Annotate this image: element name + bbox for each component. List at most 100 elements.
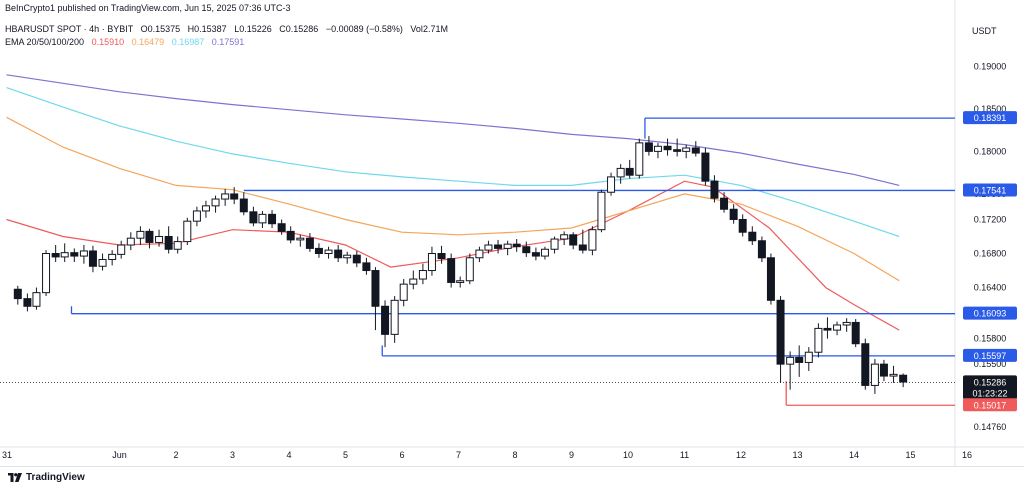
candle-down[interactable] xyxy=(88,250,97,267)
candle-down[interactable] xyxy=(851,321,860,345)
candle-up[interactable] xyxy=(842,321,851,326)
candle-up[interactable] xyxy=(635,142,644,176)
candle-down[interactable] xyxy=(625,167,634,176)
price-tag-value: 0.15286 xyxy=(974,377,1007,387)
candle-up[interactable] xyxy=(192,210,201,222)
symbol-name[interactable]: HBARUSDT SPOT · 4h · BYBIT xyxy=(5,24,134,34)
candle-down[interactable] xyxy=(239,198,248,213)
candle-down[interactable] xyxy=(663,145,672,151)
candle-up[interactable] xyxy=(201,205,210,212)
candle-up[interactable] xyxy=(399,283,408,301)
candle-down[interactable] xyxy=(314,247,323,255)
candle-up[interactable] xyxy=(814,327,823,353)
candle-down[interactable] xyxy=(305,237,314,249)
price-chart[interactable]: 0.190000.185000.180000.175000.172000.168… xyxy=(0,0,1024,466)
candle-down[interactable] xyxy=(512,243,521,248)
candle-up[interactable] xyxy=(42,253,51,294)
candle-down[interactable] xyxy=(23,298,32,307)
candle-up[interactable] xyxy=(98,258,107,267)
candle-up[interactable] xyxy=(324,249,333,255)
candle-down[interactable] xyxy=(738,218,747,233)
candle-up[interactable] xyxy=(32,292,41,307)
candle-down[interactable] xyxy=(569,234,578,246)
candle-down[interactable] xyxy=(334,249,343,259)
candle-down[interactable] xyxy=(494,244,503,249)
candle-down[interactable] xyxy=(710,180,719,199)
candle-up[interactable] xyxy=(427,253,436,272)
candle-up[interactable] xyxy=(117,244,126,255)
candle-down[interactable] xyxy=(644,142,653,152)
candle-up[interactable] xyxy=(221,193,230,200)
candle-up[interactable] xyxy=(484,244,493,251)
candle-down[interactable] xyxy=(578,244,587,251)
candle-up[interactable] xyxy=(390,299,399,335)
candle-up[interactable] xyxy=(889,373,898,377)
candle-down[interactable] xyxy=(51,253,60,258)
candle-down[interactable] xyxy=(522,246,531,254)
candle-up[interactable] xyxy=(126,237,135,246)
candle-up[interactable] xyxy=(108,253,117,260)
candle-down[interactable] xyxy=(437,253,446,260)
candle-up[interactable] xyxy=(607,176,616,193)
candle-up[interactable] xyxy=(475,249,484,259)
candle-up[interactable] xyxy=(550,238,559,250)
candle-down[interactable] xyxy=(230,193,239,200)
candle-up[interactable] xyxy=(79,250,88,257)
candle-down[interactable] xyxy=(795,356,804,363)
candle-down[interactable] xyxy=(447,258,456,283)
candle-down[interactable] xyxy=(277,223,286,232)
candle-down[interactable] xyxy=(164,235,173,250)
candle-down[interactable] xyxy=(268,213,277,225)
candle-down[interactable] xyxy=(757,240,766,259)
candle-up[interactable] xyxy=(833,324,842,331)
candle-down[interactable] xyxy=(861,343,870,386)
candle-up[interactable] xyxy=(173,241,182,250)
candle-down[interactable] xyxy=(823,327,832,331)
candle-up[interactable] xyxy=(682,147,691,152)
candle-up[interactable] xyxy=(456,280,465,283)
candle-up[interactable] xyxy=(540,248,549,257)
candle-up[interactable] xyxy=(409,278,418,285)
candle-up[interactable] xyxy=(183,220,192,243)
candle-down[interactable] xyxy=(362,262,371,272)
candle-down[interactable] xyxy=(673,149,682,152)
candle-down[interactable] xyxy=(748,231,757,242)
candle-down[interactable] xyxy=(776,299,785,365)
candle-up[interactable] xyxy=(786,356,795,365)
ema-label[interactable]: EMA 20/50/100/200 xyxy=(5,37,85,47)
candle-down[interactable] xyxy=(145,230,154,243)
candle-down[interactable] xyxy=(691,147,700,154)
candle-down[interactable] xyxy=(899,374,908,383)
candle-up[interactable] xyxy=(653,145,662,152)
candle-down[interactable] xyxy=(701,152,710,182)
candle-up[interactable] xyxy=(870,363,879,386)
candle-up[interactable] xyxy=(588,229,597,251)
candle-down[interactable] xyxy=(879,363,888,377)
candle-down[interactable] xyxy=(766,257,775,301)
candle-down[interactable] xyxy=(531,252,540,257)
candle-up[interactable] xyxy=(503,243,512,249)
candle-down[interactable] xyxy=(286,230,295,241)
candle-down[interactable] xyxy=(352,254,361,264)
tradingview-logo[interactable]: TradingView xyxy=(8,472,85,483)
candle-down[interactable] xyxy=(720,197,729,210)
candle-up[interactable] xyxy=(296,237,305,241)
candle-down[interactable] xyxy=(249,211,258,224)
candle-up[interactable] xyxy=(211,198,220,207)
candle-down[interactable] xyxy=(371,270,380,307)
candle-up[interactable] xyxy=(155,235,164,243)
candle-down[interactable] xyxy=(381,305,390,335)
candle-down[interactable] xyxy=(70,252,79,257)
candle-up[interactable] xyxy=(465,257,474,282)
candle-down[interactable] xyxy=(729,208,738,220)
candle-up[interactable] xyxy=(343,254,352,259)
candle-up[interactable] xyxy=(418,270,427,280)
candle-up[interactable] xyxy=(60,252,69,258)
candle-up[interactable] xyxy=(616,167,625,178)
candle-up[interactable] xyxy=(560,234,569,240)
candle-up[interactable] xyxy=(136,230,145,239)
candle-up[interactable] xyxy=(258,213,267,224)
candle-down[interactable] xyxy=(13,288,22,300)
candle-up[interactable] xyxy=(597,191,606,231)
candle-up[interactable] xyxy=(804,351,813,363)
